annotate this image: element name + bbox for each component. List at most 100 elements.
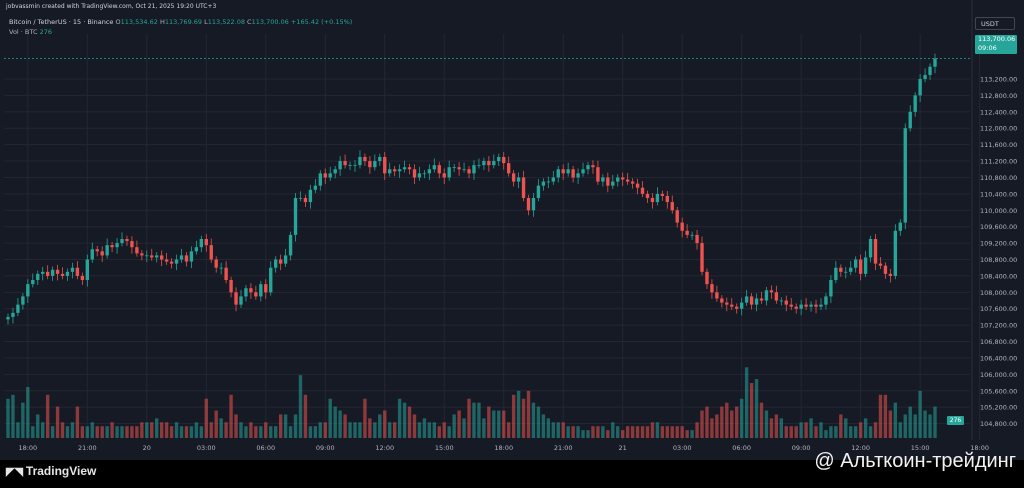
volume-bar bbox=[492, 410, 496, 438]
candle-body bbox=[383, 156, 387, 174]
symbol-title[interactable]: Bitcoin / TetherUS · 15 · Binance bbox=[9, 18, 114, 26]
time-tick-label: 18:00 bbox=[18, 444, 37, 452]
price-tick-label: 107,600.00 bbox=[980, 305, 1017, 313]
volume-bar bbox=[625, 426, 630, 438]
volume-bar bbox=[422, 418, 427, 438]
candle-body bbox=[169, 261, 174, 264]
candle-body bbox=[521, 177, 526, 198]
candle-body bbox=[125, 239, 129, 242]
candle-body bbox=[561, 169, 565, 174]
price-tick-label: 106,400.00 bbox=[980, 354, 1017, 362]
price-tick-label: 112,800.00 bbox=[980, 92, 1017, 100]
candle-body bbox=[36, 273, 40, 281]
currency-selector[interactable]: USDT bbox=[975, 17, 1015, 30]
candle-body bbox=[452, 167, 456, 169]
candle-body bbox=[536, 185, 541, 198]
candle-body bbox=[353, 165, 357, 166]
price-tick-label: 111,200.00 bbox=[980, 158, 1017, 166]
candle-body bbox=[804, 304, 808, 307]
candle-body bbox=[249, 288, 253, 293]
candle-body bbox=[764, 290, 769, 301]
volume-bar bbox=[566, 426, 570, 438]
volume-bar bbox=[898, 422, 902, 438]
time-axis: 18:00 21:00 20 03:00 06:00 09:00 12:00 15:00 18:… bbox=[18, 444, 989, 452]
volume-bar bbox=[725, 402, 729, 438]
volume-bar bbox=[814, 426, 818, 438]
candle-body bbox=[685, 230, 689, 235]
candle-body bbox=[80, 275, 85, 281]
candle-body bbox=[90, 249, 94, 260]
volume-bar bbox=[839, 414, 843, 438]
volume-bar bbox=[710, 418, 714, 438]
channel-watermark: @ Альткоин-трейдинг bbox=[814, 450, 1016, 473]
volume-bar bbox=[536, 406, 541, 438]
price-tick-label: 105,200.00 bbox=[980, 404, 1017, 412]
volume-bar bbox=[477, 402, 481, 438]
volume-bar bbox=[432, 422, 437, 438]
candle-body bbox=[516, 177, 521, 182]
candle-body bbox=[725, 302, 729, 305]
volume-bar bbox=[581, 430, 585, 438]
volume-bar bbox=[41, 422, 45, 438]
volume-bar bbox=[531, 402, 536, 438]
tradingview-logo[interactable]: ◤◥ TradingView bbox=[6, 464, 96, 478]
candle-body bbox=[323, 173, 327, 178]
volume-bar bbox=[700, 410, 704, 438]
volume-bar bbox=[65, 426, 70, 438]
volume-bar bbox=[521, 398, 526, 438]
candle-body bbox=[100, 251, 104, 256]
candle-body bbox=[288, 234, 293, 256]
price-tick-label: 108,800.00 bbox=[980, 256, 1017, 264]
volume-bar bbox=[809, 418, 813, 438]
candle-body bbox=[541, 181, 546, 186]
candle-body bbox=[546, 181, 551, 183]
candle-body bbox=[85, 259, 90, 281]
candle-body bbox=[392, 169, 397, 172]
candle-body bbox=[888, 273, 893, 276]
price-tick-label: 108,400.00 bbox=[980, 272, 1017, 280]
volume-bar bbox=[130, 426, 134, 438]
time-tick-label: 03:00 bbox=[197, 444, 216, 452]
candle-body bbox=[274, 259, 278, 268]
candle-body bbox=[189, 251, 194, 262]
volume-bar bbox=[561, 422, 565, 438]
volume-bar bbox=[705, 406, 709, 438]
candle-body bbox=[744, 296, 749, 303]
candle-body bbox=[348, 165, 352, 166]
volume-bar bbox=[244, 426, 248, 438]
volume-bar bbox=[313, 426, 318, 438]
volume-label[interactable]: Vol · BTC bbox=[9, 28, 38, 36]
ohlc-legend: Bitcoin / TetherUS · 15 · Binance O113,5… bbox=[9, 18, 352, 26]
candle-body bbox=[839, 267, 843, 272]
volume-bar bbox=[616, 426, 620, 438]
candle-body bbox=[75, 267, 80, 276]
candle-body bbox=[472, 165, 476, 174]
volume-bar bbox=[923, 410, 927, 438]
candle-body bbox=[204, 239, 208, 246]
volume-bar bbox=[457, 410, 461, 438]
volume-bar bbox=[511, 394, 516, 438]
close-label: C bbox=[247, 18, 252, 26]
candle-body bbox=[110, 245, 114, 248]
volume-bar bbox=[829, 426, 833, 438]
volume-bar bbox=[551, 422, 555, 438]
volume-bar bbox=[933, 406, 937, 438]
volume-bar bbox=[546, 418, 551, 438]
candle-body bbox=[417, 173, 422, 178]
volume-bar bbox=[571, 426, 575, 438]
price-tick-label: 109,600.00 bbox=[980, 223, 1017, 231]
candle-body bbox=[442, 173, 446, 178]
candle-body bbox=[913, 95, 917, 112]
price-tick-label: 111,600.00 bbox=[980, 141, 1017, 149]
volume-bar bbox=[417, 422, 422, 438]
high-label: H bbox=[159, 18, 165, 26]
candle-body bbox=[586, 165, 590, 170]
volume-badge: 276 bbox=[947, 416, 964, 425]
price-axis: 104,800.00 105,200.00 105,600.00 106,000.00… bbox=[980, 76, 1017, 429]
candle-body bbox=[655, 193, 660, 203]
candle-body bbox=[601, 177, 605, 182]
candle-body bbox=[298, 197, 303, 199]
time-tick-label: 06:00 bbox=[732, 444, 751, 452]
candle-body bbox=[328, 173, 332, 178]
